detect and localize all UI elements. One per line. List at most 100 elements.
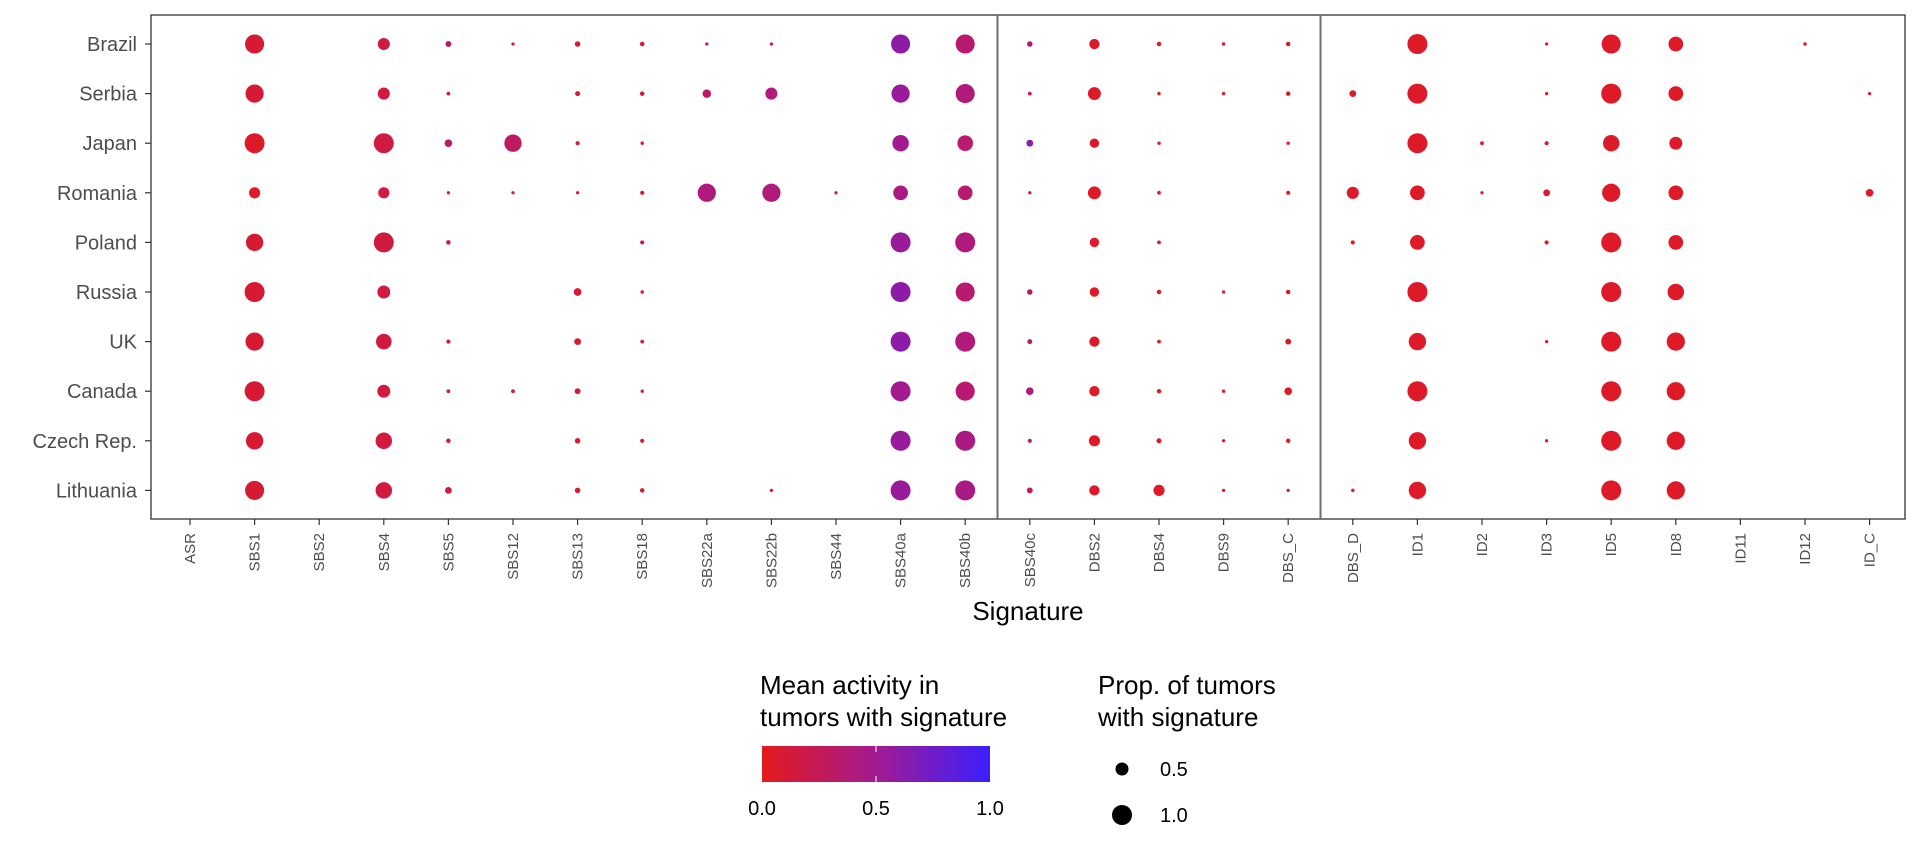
data-point	[1668, 185, 1684, 201]
x-tick-label: ASR	[182, 533, 199, 564]
data-point	[1089, 336, 1100, 347]
data-point	[1351, 488, 1355, 493]
data-point	[890, 480, 911, 501]
data-point	[244, 381, 265, 402]
x-tick-label: SBS40a	[893, 532, 910, 588]
data-point	[762, 183, 781, 202]
data-point	[574, 438, 581, 444]
x-tick-label: SBS40c	[1022, 533, 1039, 588]
data-point	[1601, 83, 1622, 104]
data-point	[1410, 235, 1425, 250]
x-tick-label: DBS9	[1216, 533, 1233, 572]
data-point	[245, 233, 264, 252]
data-point	[1153, 484, 1165, 496]
data-point	[1602, 134, 1620, 152]
data-point	[1087, 87, 1101, 101]
x-tick-label: SBS4	[376, 533, 393, 571]
size-legend: Prop. of tumors with signature 0.5 1.0	[1097, 670, 1276, 827]
data-point	[1026, 139, 1034, 147]
data-point	[1221, 91, 1226, 96]
data-point	[1544, 339, 1549, 344]
data-point	[376, 333, 392, 350]
data-point	[446, 389, 451, 394]
y-tick-label: Brazil	[87, 34, 137, 56]
size-legend-key-0.5	[1115, 762, 1129, 776]
data-point	[446, 91, 451, 96]
data-point	[1350, 240, 1355, 245]
size-legend-label-1.0: 1.0	[1160, 805, 1188, 827]
x-tick-label: SBS44	[828, 533, 845, 580]
color-legend: Mean activity in tumors with signature 0…	[748, 670, 1007, 820]
data-point	[1668, 235, 1684, 250]
data-point	[1544, 91, 1549, 96]
x-tick-label: SBS5	[440, 533, 457, 571]
data-point	[890, 430, 911, 451]
data-point	[1407, 34, 1428, 54]
data-point	[1027, 438, 1032, 443]
data-point	[1669, 136, 1683, 150]
data-point	[1666, 332, 1685, 351]
data-point	[1408, 481, 1427, 500]
data-point	[834, 191, 838, 195]
data-point	[575, 141, 580, 146]
data-point	[1089, 485, 1100, 496]
x-tick-label: ID11	[1732, 533, 1749, 564]
x-tick-label: ID1	[1409, 533, 1426, 556]
data-point	[446, 240, 451, 245]
y-tick-label: Japan	[83, 133, 138, 155]
data-point	[892, 134, 909, 152]
data-point	[1666, 382, 1685, 401]
data-point	[1544, 240, 1549, 245]
data-point	[1602, 183, 1621, 202]
data-point	[1286, 141, 1290, 145]
data-point	[1867, 91, 1872, 96]
x-tick-label: SBS22b	[763, 533, 780, 588]
data-point	[511, 389, 515, 394]
data-point	[1157, 141, 1161, 145]
data-point	[373, 133, 394, 154]
data-point	[377, 87, 390, 100]
data-point	[574, 41, 581, 47]
data-point	[574, 487, 581, 494]
data-point	[1601, 282, 1622, 302]
size-legend-title-line1: Prop. of tumors	[1098, 670, 1276, 700]
y-axis: Brazil Serbia Japan Romania Poland Russia UK Ca…	[33, 34, 151, 502]
data-point	[1667, 283, 1685, 301]
x-tick-label: SBS2	[311, 533, 328, 571]
data-point	[955, 232, 976, 253]
data-point	[640, 240, 645, 245]
x-tick-label: DBS_C	[1280, 533, 1297, 583]
x-tick-label: SBS13	[570, 533, 587, 580]
data-point	[1346, 186, 1359, 199]
data-point	[1089, 38, 1100, 50]
data-point	[1408, 432, 1427, 450]
x-tick-label: ID12	[1797, 533, 1814, 565]
data-point	[1285, 91, 1291, 96]
data-point	[1221, 42, 1226, 46]
x-tick-label: SBS1	[247, 533, 264, 571]
data-point	[1026, 487, 1033, 494]
data-point	[891, 34, 911, 54]
data-point	[1087, 186, 1101, 200]
data-point	[890, 381, 911, 402]
data-point	[445, 487, 452, 494]
data-point	[1601, 34, 1621, 54]
data-point	[1089, 287, 1100, 297]
data-point	[955, 381, 975, 401]
data-point	[640, 339, 645, 344]
data-point	[1601, 232, 1622, 253]
y-tick-label: Lithuania	[56, 480, 138, 502]
data-point	[957, 185, 973, 201]
data-point	[955, 84, 975, 104]
data-point	[1221, 439, 1226, 443]
data-point	[1407, 133, 1428, 154]
data-point	[373, 232, 394, 253]
x-tick-label: SBS40b	[957, 533, 974, 588]
plot-panel-border	[150, 14, 1906, 520]
x-axis-title: Signature	[972, 596, 1083, 626]
data-point	[444, 139, 453, 148]
x-tick-label: ID_C	[1862, 533, 1879, 567]
data-point	[1157, 190, 1161, 195]
data-point	[244, 133, 265, 154]
data-point	[769, 488, 774, 493]
